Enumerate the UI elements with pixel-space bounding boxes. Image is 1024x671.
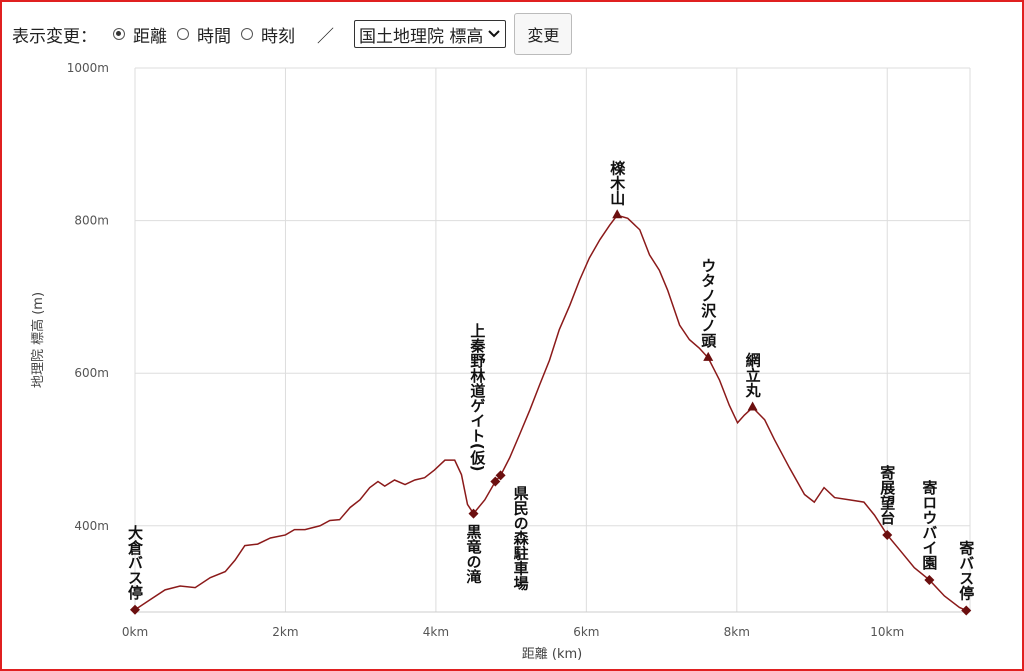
waypoint-marker — [961, 605, 972, 616]
x-tick-label: 6km — [573, 625, 599, 639]
waypoint-marker — [130, 604, 140, 615]
radio-dot — [241, 28, 253, 40]
x-tick-label: 0km — [122, 625, 148, 639]
select-text: 国土地理院 標高 — [359, 26, 484, 47]
waypoint-marker — [612, 209, 623, 219]
waypoint-label: 網立丸 — [744, 352, 762, 399]
waypoint-label: 寄ロウバイ園 — [920, 479, 938, 571]
waypoint-marker — [468, 508, 479, 519]
waypoint-label: 檪木山 — [608, 159, 626, 206]
radio-option[interactable]: 時刻 — [241, 22, 295, 47]
x-tick-label: 4km — [423, 625, 449, 639]
elevation-line — [134, 214, 967, 612]
waypoint-label: 上秦野林道ゲイト(仮) — [468, 323, 486, 472]
radio-label: 距離 — [133, 26, 167, 47]
radio-option[interactable]: 時間 — [177, 22, 231, 47]
radio-label: 時間 — [197, 26, 231, 47]
source-select[interactable]: 国土地理院 標高 — [354, 20, 507, 48]
controls: 表示変更： 距離 時間 時刻 ／ 国土地理院 標高 変更 — [12, 13, 573, 55]
waypoint-label: 大倉バス停 — [126, 524, 144, 601]
x-tick-label: 10km — [870, 625, 904, 639]
waypoint-label: ウタノ沢ノ頭 — [699, 258, 717, 349]
y-tick-label: 400m — [74, 519, 109, 533]
waypoint-marker — [490, 476, 501, 487]
controls-label: 表示変更： — [12, 26, 97, 47]
waypoint-marker — [703, 351, 714, 361]
waypoint-marker — [924, 574, 935, 585]
radio-option[interactable]: 距離 — [113, 22, 167, 47]
separator: ／ — [317, 26, 334, 47]
radio-dot — [177, 28, 189, 40]
waypoint-marker — [495, 470, 506, 481]
x-tick-label: 8km — [724, 625, 750, 639]
waypoint-marker — [747, 401, 758, 411]
waypoint-marker — [882, 529, 893, 540]
y-tick-label: 600m — [74, 366, 109, 380]
x-axis-label: 距離 (km) — [522, 647, 582, 662]
y-tick-label: 800m — [74, 214, 109, 228]
waypoint-label: 黒竜の滝 — [465, 524, 483, 584]
y-axis-label: 地理院 標高 (m) — [30, 292, 46, 388]
options: 距離 時間 時刻 — [103, 22, 295, 47]
change-button[interactable]: 変更 — [514, 13, 573, 55]
waypoint-label: 寄バス停 — [957, 540, 975, 602]
radio-label: 時刻 — [261, 26, 295, 47]
radio-dot — [113, 28, 125, 40]
waypoint-label: 寄展望台 — [878, 464, 896, 526]
waypoint-label: 県民の森駐車場 — [512, 485, 530, 591]
chevron — [488, 30, 501, 38]
x-tick-label: 2km — [272, 625, 298, 639]
y-tick-label: 1000m — [67, 61, 109, 75]
